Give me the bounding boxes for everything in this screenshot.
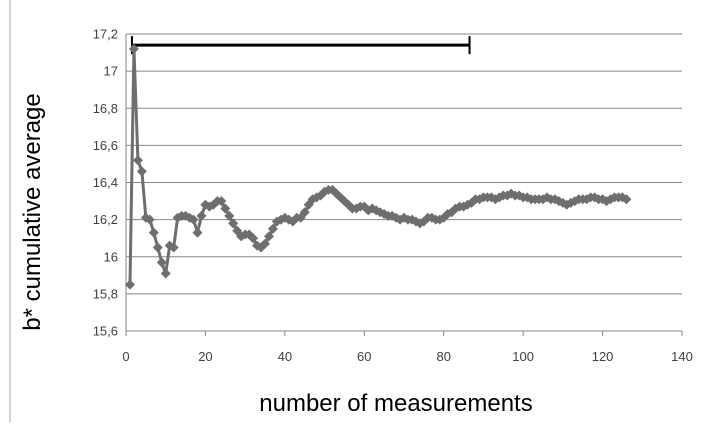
series bbox=[124, 43, 632, 290]
data-point bbox=[156, 257, 167, 268]
data-point bbox=[299, 207, 310, 218]
gridlines bbox=[126, 33, 682, 295]
y-tick-label: 16,2 bbox=[93, 212, 118, 227]
data-point bbox=[124, 279, 135, 290]
x-tick-label: 0 bbox=[122, 349, 129, 364]
data-point bbox=[128, 43, 139, 54]
data-point bbox=[267, 223, 278, 234]
x-tick-label: 60 bbox=[357, 349, 371, 364]
x-axis-title: number of measurements bbox=[259, 390, 532, 417]
x-tick-label: 140 bbox=[671, 349, 693, 364]
data-point bbox=[621, 194, 632, 205]
data-point bbox=[144, 214, 155, 225]
data-point bbox=[196, 210, 207, 221]
axes bbox=[125, 34, 683, 336]
data-point bbox=[132, 155, 143, 166]
tick-labels: 15,6 15,8 16 16,2 16,4 16,6 16,8 17 17,2 0 20 40 60 8… bbox=[93, 27, 693, 365]
x-tick-label: 120 bbox=[592, 349, 614, 364]
data-point bbox=[228, 218, 239, 229]
y-tick-label: 15,8 bbox=[93, 286, 118, 301]
y-tick-label: 16 bbox=[104, 249, 118, 264]
data-point bbox=[224, 210, 235, 221]
data-point bbox=[192, 227, 203, 238]
x-tick-label: 100 bbox=[512, 349, 534, 364]
y-tick-label: 17 bbox=[104, 64, 118, 79]
y-tick-label: 16,8 bbox=[93, 101, 118, 116]
data-point bbox=[220, 203, 231, 214]
data-point bbox=[168, 242, 179, 253]
data-point bbox=[263, 231, 274, 242]
x-tick-label: 20 bbox=[198, 349, 212, 364]
y-tick-label: 17,2 bbox=[93, 27, 118, 42]
data-point bbox=[216, 196, 227, 207]
y-tick-label: 16,4 bbox=[93, 175, 118, 190]
data-point bbox=[136, 166, 147, 177]
y-axis-title: b* cumulative average bbox=[19, 93, 46, 330]
data-point bbox=[248, 233, 259, 244]
y-tick-label: 15,6 bbox=[93, 324, 118, 339]
data-point bbox=[188, 214, 199, 225]
x-tick-label: 80 bbox=[436, 349, 450, 364]
x-tick-label: 40 bbox=[278, 349, 292, 364]
data-point bbox=[160, 268, 171, 279]
data-point bbox=[152, 242, 163, 253]
y-tick-label: 16,6 bbox=[93, 138, 118, 153]
data-point bbox=[260, 238, 270, 249]
data-point bbox=[148, 227, 159, 238]
